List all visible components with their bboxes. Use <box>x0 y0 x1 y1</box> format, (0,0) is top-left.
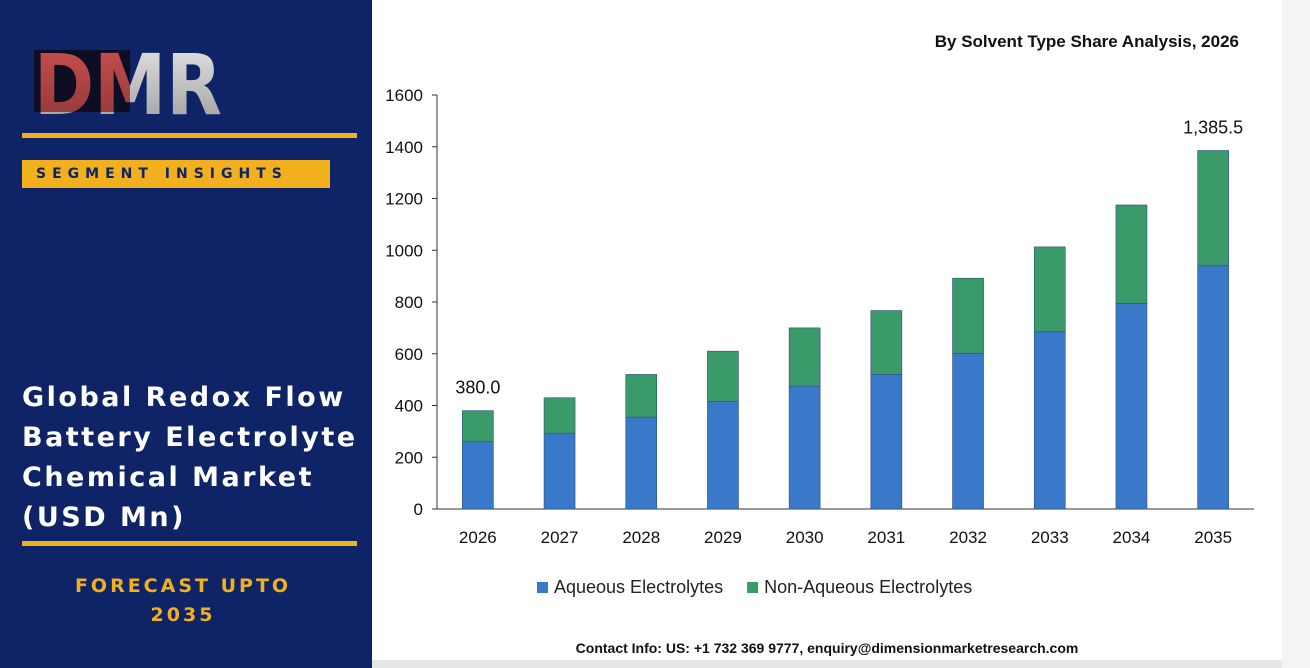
bar-aqueous <box>625 416 658 510</box>
bar-non-aqueous <box>952 277 984 354</box>
stacked-bar-chart: 0 200 400 600 800 1000 1200 1400 1600 2026 2027 202… <box>385 86 1254 597</box>
chart-panel: By Solvent Type Share Analysis, 2026 0 20… <box>372 0 1282 668</box>
market-title-line: (USD Mn) <box>22 502 186 533</box>
market-title-line: Global Redox Flow <box>22 382 346 413</box>
bottom-gold-rule <box>22 541 357 546</box>
dmr-logo: DMR <box>34 40 222 118</box>
bar-non-aqueous <box>1115 204 1148 304</box>
x-tick-label: 2033 <box>1031 528 1069 547</box>
bar-aqueous <box>952 352 984 510</box>
bar-aqueous <box>543 432 576 510</box>
legend-swatch-aqueous <box>537 582 548 593</box>
forecast-label: FORECAST UPTO 2035 <box>22 572 344 630</box>
legend-swatch-non-aqueous <box>747 582 759 593</box>
chart-legend: Aqueous Electrolytes Non-Aqueous Electrol… <box>537 577 972 597</box>
x-tick-label: 2026 <box>459 528 497 547</box>
bar-aqueous <box>870 374 903 510</box>
bar-aqueous <box>788 385 821 510</box>
bar-aqueous <box>1115 302 1148 510</box>
x-tick-label: 2035 <box>1194 528 1232 547</box>
x-tick-label: 2034 <box>1113 528 1151 547</box>
contact-info: Contact Info: US: +1 732 369 9777, enqui… <box>575 640 1079 656</box>
x-tick-label: 2029 <box>704 528 742 547</box>
market-title-line: Chemical Market <box>22 462 314 493</box>
bar-non-aqueous <box>1033 246 1066 333</box>
y-tick-label: 0 <box>414 500 423 519</box>
forecast-line: 2035 <box>150 604 216 626</box>
x-tick-label: 2030 <box>786 528 824 547</box>
y-tick-label: 1600 <box>385 86 423 105</box>
x-tick-label: 2032 <box>949 528 987 547</box>
bar-non-aqueous <box>543 397 576 434</box>
x-tick-label: 2028 <box>622 528 660 547</box>
chart-axes: 0 200 400 600 800 1000 1200 1400 1600 2026 2027 202… <box>385 86 1254 547</box>
chart-labels: 380.0 1,385.5 <box>455 118 1243 398</box>
x-tick-label: 2031 <box>867 528 905 547</box>
y-tick-label: 400 <box>395 397 423 416</box>
bar-aqueous <box>1197 265 1229 510</box>
bar-aqueous <box>707 401 739 510</box>
y-tick-label: 1400 <box>385 138 423 157</box>
y-tick-label: 1200 <box>385 190 423 209</box>
bar-non-aqueous <box>625 374 658 418</box>
y-tick-label: 800 <box>395 293 423 312</box>
bar-non-aqueous <box>870 310 903 375</box>
legend-label: Non-Aqueous Electrolytes <box>764 577 972 597</box>
y-tick-label: 200 <box>395 448 423 467</box>
bar-non-aqueous <box>707 350 739 402</box>
bar-aqueous <box>462 441 494 510</box>
bar-non-aqueous <box>788 327 821 387</box>
sidebar-panel: DMR SEGMENT INSIGHTS Global Redox Flow B… <box>0 0 372 668</box>
y-tick-label: 600 <box>395 345 423 364</box>
segment-insights-badge: SEGMENT INSIGHTS <box>22 160 330 188</box>
data-label: 1,385.5 <box>1183 118 1243 138</box>
forecast-line: FORECAST UPTO <box>74 575 292 597</box>
bar-non-aqueous <box>462 410 494 443</box>
legend-label: Aqueous Electrolytes <box>554 577 723 597</box>
market-title-line: Battery Electrolyte <box>22 422 358 453</box>
top-gold-rule <box>22 133 357 138</box>
footer-strip <box>372 660 1282 668</box>
x-tick-label: 2027 <box>541 528 579 547</box>
segment-insights-label: SEGMENT INSIGHTS <box>36 166 288 182</box>
market-title: Global Redox Flow Battery Electrolyte Ch… <box>22 378 367 538</box>
bar-non-aqueous <box>1197 150 1229 267</box>
y-tick-label: 1000 <box>385 241 423 260</box>
data-label: 380.0 <box>455 378 500 398</box>
chart-title: By Solvent Type Share Analysis, 2026 <box>934 32 1239 51</box>
bar-aqueous <box>1033 331 1066 510</box>
chart-bars <box>462 150 1229 510</box>
